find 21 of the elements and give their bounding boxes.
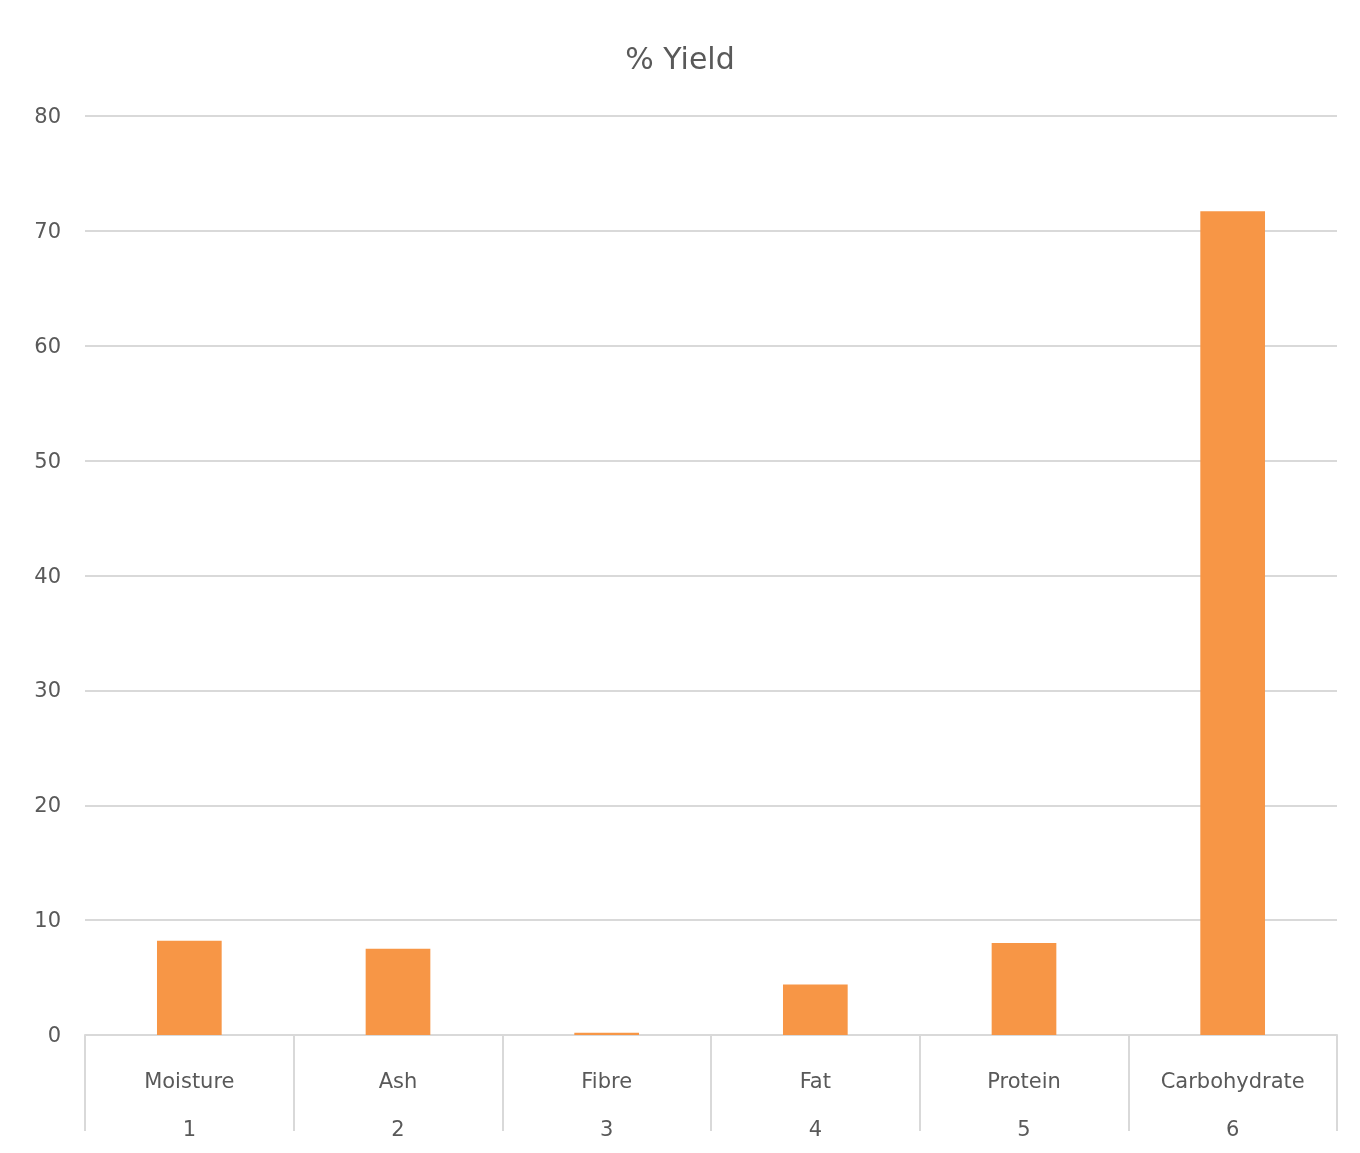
- y-tick-label: 60: [34, 333, 61, 358]
- bar: [782, 984, 848, 1035]
- x-tick-label: Fat 4: [799, 1069, 831, 1141]
- x-tick-label: Fibre 3: [581, 1069, 633, 1141]
- chart-title: % Yield: [625, 40, 735, 76]
- y-tick-label: 30: [34, 678, 61, 703]
- y-tick-label: 70: [34, 218, 61, 243]
- bar: [991, 943, 1057, 1035]
- bar: [1200, 211, 1266, 1035]
- bar: [365, 948, 431, 1035]
- x-tick-label: Carbohydrate 6: [1160, 1069, 1305, 1141]
- y-tick-label: 80: [34, 104, 61, 128]
- y-tick-label: 0: [47, 1023, 61, 1047]
- y-tick-label: 20: [34, 793, 61, 818]
- y-tick-label: 50: [34, 448, 61, 473]
- bar: [156, 940, 222, 1035]
- y-tick-label: 10: [34, 908, 61, 933]
- x-tick-label: Protein 5: [987, 1069, 1061, 1141]
- x-tick-label: Ash 2: [378, 1069, 418, 1141]
- y-tick-label: 40: [34, 563, 61, 588]
- x-tick-label: Moisture 1: [144, 1069, 235, 1141]
